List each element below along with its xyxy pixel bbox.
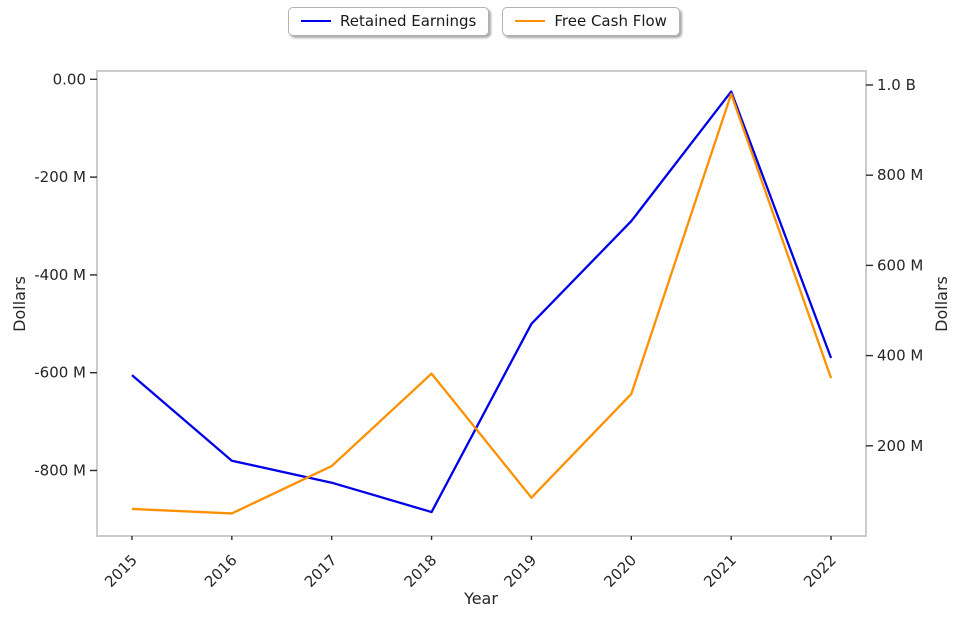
plot-frame [96, 70, 867, 537]
x-axis-title: Year [463, 589, 498, 608]
series-line-retained-earnings [131, 90, 833, 514]
x-tick-label: 2021 [700, 551, 740, 591]
x-tick-label: 2016 [201, 551, 241, 591]
right-tick-label: 600 M [877, 256, 923, 274]
left-tick-label: -200 M [34, 168, 86, 186]
left-tick-label: 0.00 [53, 70, 86, 88]
left-tick-label: -400 M [34, 266, 86, 284]
x-tick-label: 2019 [501, 551, 541, 591]
plot-area: 0.00 -200 M -400 M -600 M -800 M 1.0 B 800 M 60… [34, 70, 923, 591]
retained-earnings-line-swatch [301, 20, 332, 23]
legend-item-free-cash-flow: Free Cash Flow [502, 7, 680, 36]
x-tick-label: 2018 [401, 551, 441, 591]
right-tick-label: 200 M [877, 437, 923, 455]
right-tick-label: 800 M [877, 166, 923, 184]
legend-item-retained-earnings: Retained Earnings [288, 7, 490, 36]
x-tick-label: 2020 [600, 551, 640, 591]
left-tick-label: -800 M [34, 461, 86, 479]
legend-label-free-cash-flow: Free Cash Flow [554, 12, 667, 30]
x-tick-label: 2022 [800, 551, 840, 591]
free-cash-flow-line-swatch [515, 20, 546, 23]
legend-label-retained-earnings: Retained Earnings [340, 12, 477, 30]
x-tick-label: 2017 [301, 551, 341, 591]
left-tick-label: -600 M [34, 364, 86, 382]
right-tick-label: 400 M [877, 347, 923, 365]
right-axis-title: Dollars [932, 276, 951, 332]
legend: Retained Earnings Free Cash Flow [0, 7, 968, 36]
series-line-free-cash-flow [131, 92, 833, 515]
left-axis-title: Dollars [10, 276, 29, 332]
x-tick-label: 2015 [101, 551, 141, 591]
right-tick-label: 1.0 B [877, 76, 916, 94]
